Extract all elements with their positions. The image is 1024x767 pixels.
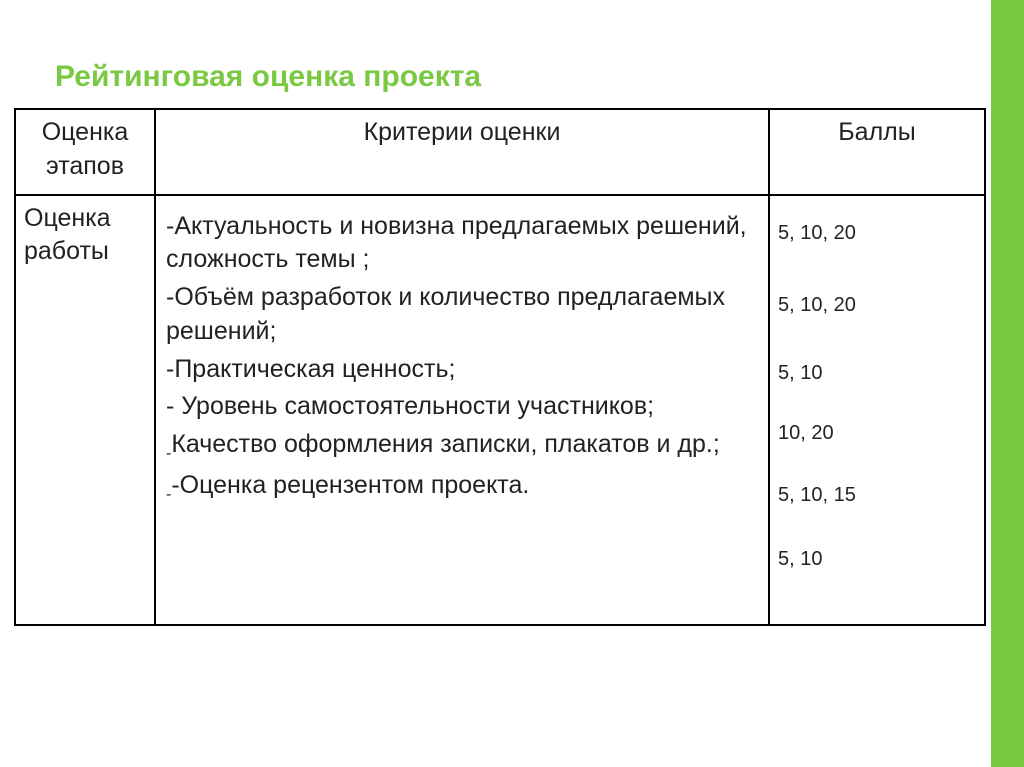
accent-bar: [991, 0, 1024, 767]
table-row: Оценка работы - Актуальность и новизна пр…: [15, 195, 985, 625]
criteria-text: Уровень самостоятельности участников;: [181, 392, 654, 420]
cell-criteria: - Актуальность и новизна предлагаемых реш…: [155, 195, 769, 625]
score-item: 5, 10, 20: [778, 292, 856, 319]
criteria-text: -Оценка рецензентом проекта.: [171, 471, 529, 499]
criteria-text: Практическая ценность;: [174, 355, 455, 383]
header-stage: Оценка этапов: [15, 109, 155, 195]
criteria-item: -Объём разработок и количество предлагае…: [166, 281, 758, 349]
criteria-item: -Актуальность и новизна предлагаемых реш…: [166, 210, 758, 278]
cell-scores: 5, 10, 20 5, 10, 20 5, 10 10, 20 5, 10, 15 5,…: [769, 195, 985, 625]
score-item: 5, 10: [778, 360, 822, 387]
slide-title: Рейтинговая оценка проекта: [55, 60, 481, 94]
table-header-row: Оценка этапов Критерии оценки Баллы: [15, 109, 985, 195]
criteria-item: -Качество оформления записки, плакатов и…: [166, 428, 758, 465]
criteria-text: Актуальность и новизна предлагаемых реше…: [166, 212, 747, 274]
criteria-item: - Уровень самостоятельности участников;: [166, 390, 758, 424]
header-score: Баллы: [769, 109, 985, 195]
criteria-item: -Практическая ценность;: [166, 353, 758, 387]
rating-table: Оценка этапов Критерии оценки Баллы Оцен…: [14, 108, 986, 626]
criteria-item: --Оценка рецензентом проекта.: [166, 469, 758, 506]
score-item: 10, 20: [778, 420, 834, 447]
slide: Рейтинговая оценка проекта Оценка этапов…: [0, 0, 1024, 767]
score-item: 5, 10, 20: [778, 220, 856, 247]
cell-stage: Оценка работы: [15, 195, 155, 625]
criteria-text: Качество оформления записки, плакатов и …: [171, 430, 720, 458]
criteria-text: Объём разработок и количество предлагаем…: [166, 283, 725, 345]
header-criteria: Критерии оценки: [155, 109, 769, 195]
score-item: 5, 10: [778, 546, 822, 573]
score-item: 5, 10, 15: [778, 482, 856, 509]
bullet: -: [166, 392, 181, 420]
